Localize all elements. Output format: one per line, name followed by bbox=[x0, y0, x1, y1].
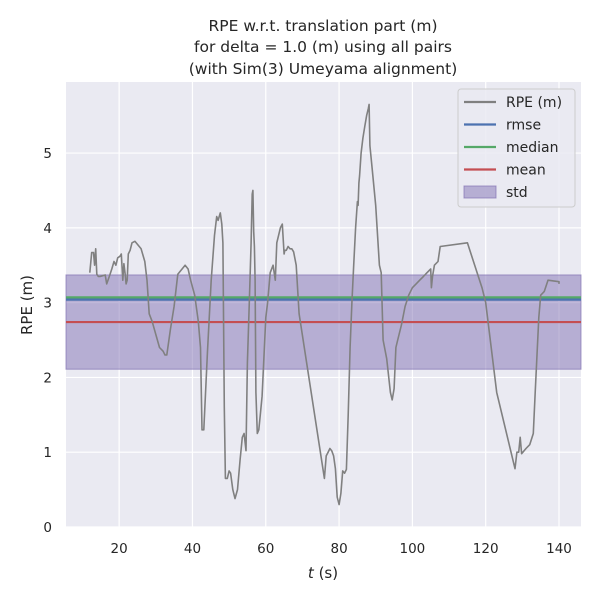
x-tick-label: 80 bbox=[330, 541, 347, 557]
chart-title-line-2: for delta = 1.0 (m) using all pairs bbox=[194, 38, 452, 56]
legend-label: RPE (m) bbox=[506, 95, 562, 111]
y-tick-label: 0 bbox=[43, 520, 52, 536]
y-tick-label: 4 bbox=[43, 221, 52, 237]
x-tick-label: 40 bbox=[184, 541, 201, 557]
series-layer bbox=[89, 103, 560, 506]
legend-swatch-std bbox=[463, 185, 497, 199]
x-tick-label: 140 bbox=[546, 541, 572, 557]
legend-label: median bbox=[506, 140, 558, 156]
x-axis-label-symbol: t bbox=[308, 564, 315, 582]
y-tick-label: 3 bbox=[43, 296, 52, 312]
y-tick-label: 2 bbox=[43, 370, 52, 386]
legend-label: mean bbox=[506, 163, 546, 179]
x-axis-label: t (s) bbox=[308, 564, 338, 582]
y-axis-label: RPE (m) bbox=[18, 275, 36, 335]
x-tick-label: 100 bbox=[399, 541, 425, 557]
x-tick-label: 120 bbox=[473, 541, 499, 557]
x-axis-ticks: 20 40 60 80 100 120 140 bbox=[111, 541, 572, 557]
rpe-series-line bbox=[89, 103, 560, 506]
legend-label: rmse bbox=[506, 118, 541, 134]
chart-title-line-3: (with Sim(3) Umeyama alignment) bbox=[189, 60, 458, 78]
chart-title-line-1: RPE w.r.t. translation part (m) bbox=[208, 17, 437, 35]
y-axis-ticks: 0 1 2 3 4 5 bbox=[43, 146, 52, 536]
y-tick-label: 1 bbox=[43, 445, 52, 461]
x-tick-label: 60 bbox=[257, 541, 274, 557]
x-tick-label: 20 bbox=[111, 541, 128, 557]
chart-title: RPE w.r.t. translation part (m) for delt… bbox=[189, 17, 458, 78]
legend-box bbox=[457, 88, 576, 208]
x-axis-label-unit: (s) bbox=[314, 564, 338, 582]
legend: RPE (m) rmse median mean std bbox=[457, 88, 576, 208]
y-tick-label: 5 bbox=[43, 146, 52, 162]
legend-label: std bbox=[506, 185, 528, 201]
